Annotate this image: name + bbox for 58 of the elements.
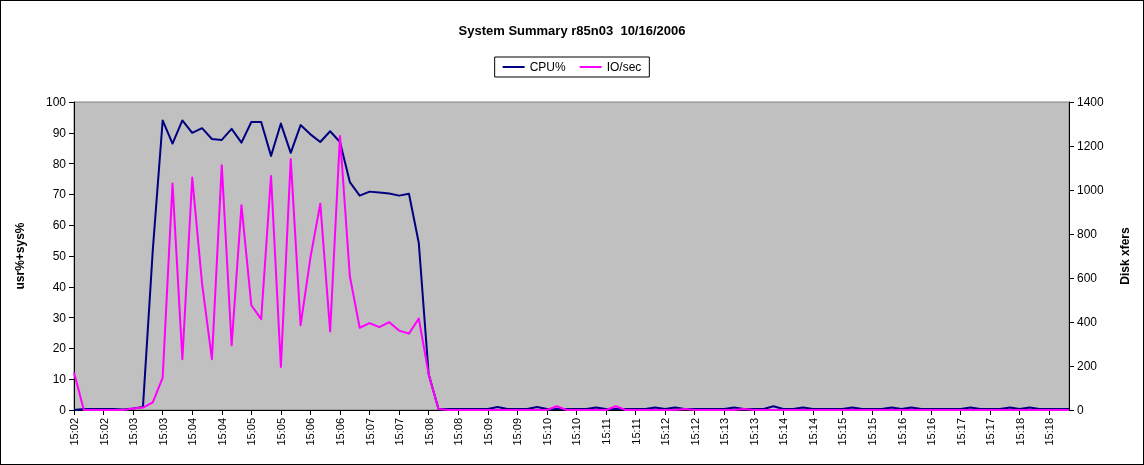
y2-tick-label: 600	[1077, 271, 1098, 285]
x-tick-label: 15:16	[925, 418, 938, 446]
x-tick-label: 15:15	[836, 418, 849, 446]
x-tick-label: 15:15	[865, 418, 878, 446]
y-tick-label: 100	[45, 95, 67, 109]
x-tick-label: 15:04	[215, 418, 228, 446]
x-tick-label: 15:05	[274, 418, 287, 446]
y-tick-label: 60	[52, 218, 67, 233]
legend-label: IO/sec	[606, 60, 642, 74]
x-tick-label: 15:14	[777, 418, 790, 446]
x-tick-label: 15:09	[511, 418, 524, 446]
x-tick-label: 15:02	[68, 418, 80, 446]
x-tick-label: 15:13	[747, 418, 760, 446]
x-tick-label: 15:02	[97, 418, 110, 446]
x-tick-label: 15:12	[659, 418, 672, 446]
y-tick-label: 0	[59, 403, 67, 417]
x-tick-label: 15:04	[186, 418, 199, 446]
x-tick-label: 15:14	[806, 418, 819, 446]
y2-axis-title: Disk xfers	[1118, 226, 1132, 285]
y-tick-label: 20	[52, 341, 67, 356]
x-tick-label: 15:11	[599, 418, 612, 445]
legend-label: CPU%	[529, 60, 566, 74]
x-tick-label: 15:09	[481, 418, 494, 446]
y2-tick-label: 400	[1077, 315, 1098, 329]
y-tick-label: 30	[52, 310, 67, 325]
y-tick-label: 40	[52, 279, 67, 294]
y2-tick-label: 200	[1077, 359, 1098, 373]
x-tick-label: 15:10	[570, 418, 583, 446]
y2-tick-label: 1200	[1077, 139, 1105, 153]
x-tick-label: 15:18	[1013, 418, 1026, 446]
x-tick-label: 15:08	[422, 418, 435, 446]
x-tick-label: 15:07	[393, 418, 406, 446]
x-tick-label: 15:07	[363, 418, 376, 446]
y2-tick-label: 800	[1077, 227, 1098, 241]
x-tick-label: 15:16	[895, 418, 908, 446]
y2-tick-label: 0	[1077, 403, 1084, 417]
x-tick-label: 15:05	[245, 418, 258, 446]
y-axis-title: usr%+sys%	[13, 222, 27, 290]
x-tick-label: 15:06	[333, 418, 346, 446]
x-tick-label: 15:12	[688, 418, 701, 446]
y2-tick-label: 1400	[1077, 95, 1105, 109]
y-tick-label: 10	[52, 372, 67, 387]
y-tick-label: 90	[52, 125, 67, 140]
x-tick-label: 15:10	[540, 418, 553, 446]
x-tick-label: 15:13	[718, 418, 731, 446]
x-tick-label: 15:17	[984, 418, 997, 446]
chart-title: System Summary r85n03 10/16/2006	[458, 23, 686, 38]
x-tick-label: 15:17	[954, 418, 967, 446]
y2-tick-label: 1000	[1077, 183, 1105, 197]
x-tick-label: 15:03	[127, 418, 140, 446]
x-tick-label: 15:11	[629, 418, 642, 445]
y-tick-label: 70	[52, 187, 67, 202]
x-tick-label: 15:08	[452, 418, 465, 446]
x-tick-label: 15:18	[1043, 418, 1056, 446]
y-tick-label: 50	[52, 249, 67, 263]
y-tick-label: 80	[52, 156, 67, 171]
x-tick-label: 15:06	[304, 418, 317, 446]
x-tick-label: 15:03	[156, 418, 169, 446]
